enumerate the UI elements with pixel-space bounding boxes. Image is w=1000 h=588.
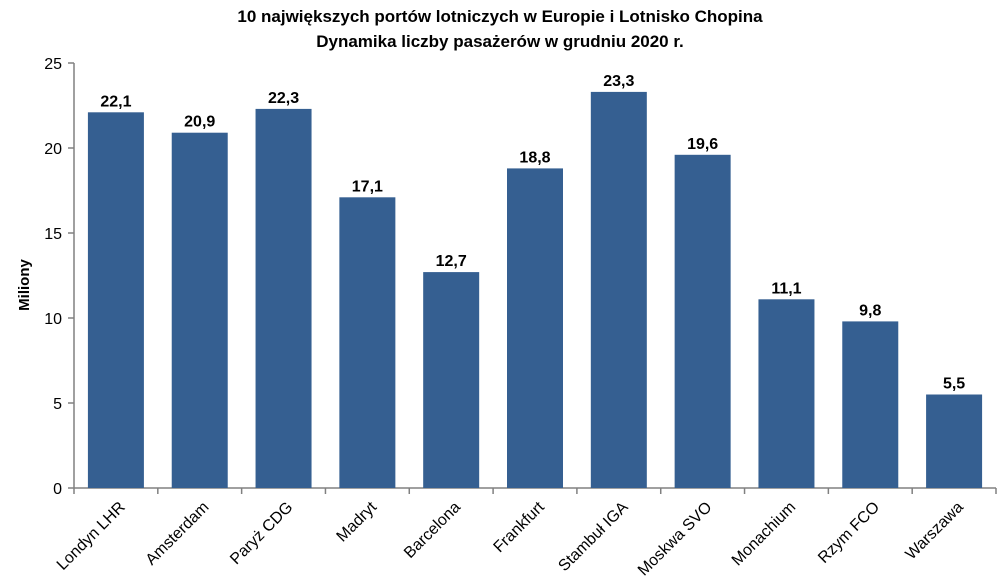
data-label: 22,3 [268,90,299,107]
x-tick-label: Warszawa [903,499,967,563]
data-label: 20,9 [184,114,215,131]
bar [926,394,983,488]
bar [507,168,563,488]
chart-title: 10 największych portów lotniczych w Euro… [237,7,763,26]
x-tick-label: Barcelona [401,499,464,562]
x-tick-label: Amsterdam [143,499,213,569]
data-label: 22,1 [100,93,131,110]
bar [255,108,312,489]
data-label: 17,1 [352,178,383,195]
chart-subtitle: Dynamika liczby pasażerów w grudniu 2020… [316,32,684,51]
data-label: 9,8 [859,302,881,319]
bars [87,91,983,489]
data-label: 12,7 [436,253,467,270]
x-tick-label: Londyn LHR [54,499,129,574]
bar [339,197,396,489]
x-tick-label: Rzym FCO [815,499,883,567]
bar [674,154,731,489]
y-tick-label: 0 [53,481,62,498]
data-label: 11,1 [771,280,801,297]
x-tick-label: Frankfurt [491,498,549,556]
data-label: 19,6 [687,136,718,153]
y-axis-label: Miliony [16,259,33,311]
data-label: 18,8 [519,149,550,166]
bar [842,321,899,488]
x-tick-label: Paryż CDG [227,499,296,568]
x-tick-label: Moskwa SVO [635,499,716,580]
data-label: 5,5 [943,376,965,393]
data-label: 23,3 [603,73,634,90]
bar [87,112,144,489]
y-tick-label: 10 [44,311,62,328]
y-tick-label: 5 [53,396,62,413]
y-tick-label: 20 [44,141,62,158]
bar [423,272,480,488]
x-tick-label: Monachium [729,499,800,570]
x-tick-label: Stambuł IGA [555,499,631,575]
x-tick-label: Madryt [334,498,381,545]
bar [171,132,228,488]
y-tick-label: 15 [44,226,62,243]
bar [758,299,815,488]
y-tick-label: 25 [44,56,62,73]
bar [590,91,647,489]
